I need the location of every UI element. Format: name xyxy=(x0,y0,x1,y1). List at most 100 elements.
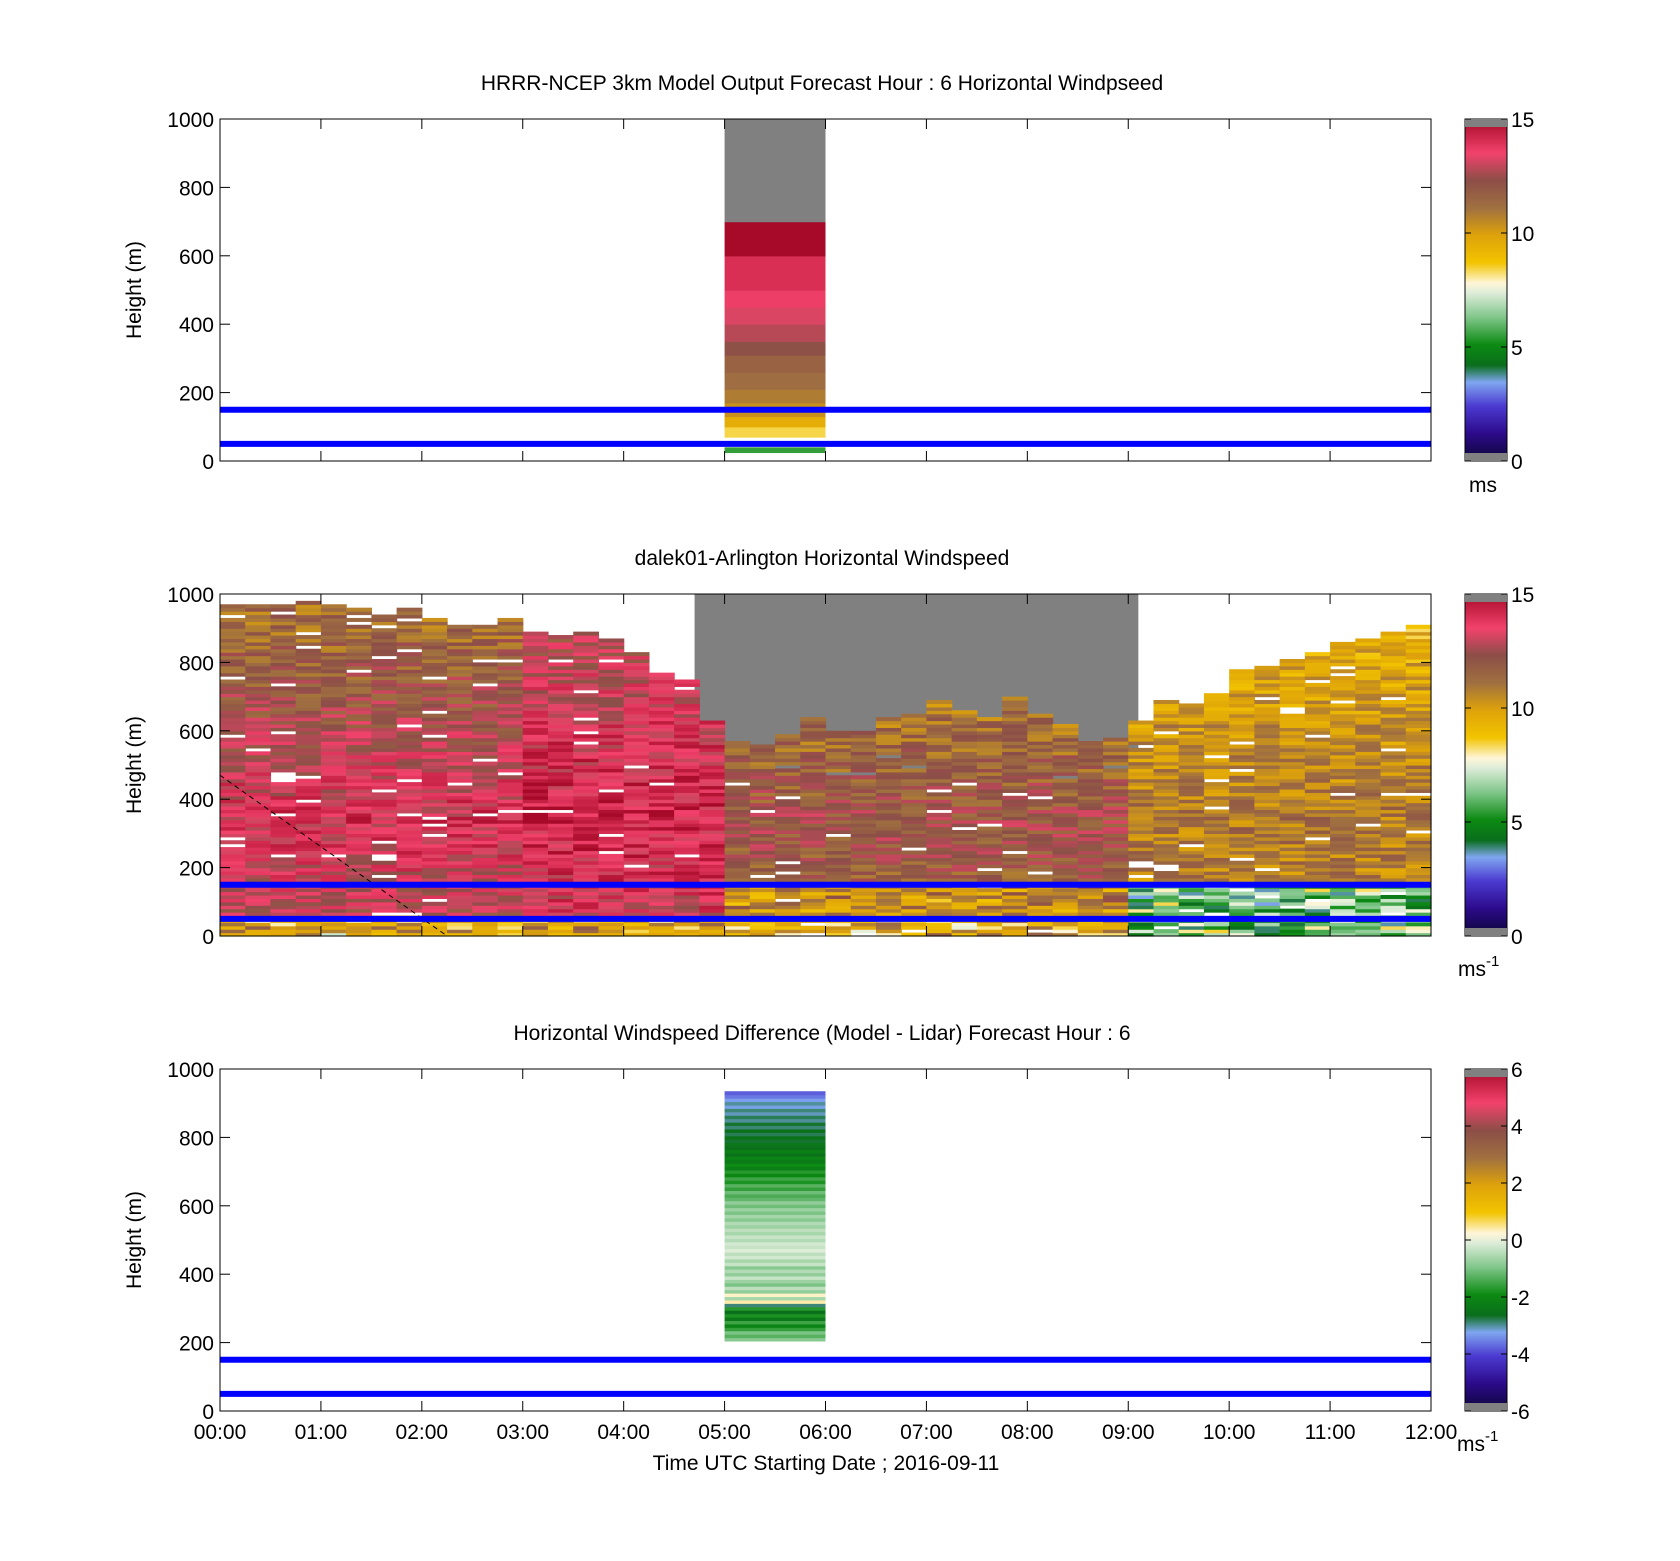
colorbar-tick-label: 10 xyxy=(1511,223,1534,246)
heatmap-cell xyxy=(951,802,978,807)
heatmap-cell xyxy=(1380,850,1407,855)
heatmap-cell xyxy=(245,641,272,646)
heatmap-cell xyxy=(1002,925,1028,930)
heatmap-cell xyxy=(245,799,272,804)
heatmap-cell xyxy=(396,655,423,660)
heatmap-cell xyxy=(320,672,347,677)
heatmap-cell xyxy=(1103,775,1129,780)
heatmap-cell xyxy=(320,806,347,811)
heatmap-cell xyxy=(901,932,928,937)
heatmap-cell xyxy=(1153,912,1180,917)
heatmap-cell xyxy=(1128,908,1155,913)
heatmap-cell xyxy=(220,860,246,865)
heatmap-cell xyxy=(1355,703,1382,708)
heatmap-cell xyxy=(1330,768,1356,773)
heatmap-cell xyxy=(1304,806,1331,811)
heatmap-cell xyxy=(220,778,246,783)
heatmap-cell xyxy=(1077,901,1104,906)
heatmap-cell xyxy=(1002,717,1028,722)
heatmap-cell xyxy=(926,836,953,841)
heatmap-cell xyxy=(674,730,700,735)
heatmap-cell xyxy=(623,836,650,841)
heatmap-cell xyxy=(951,741,978,746)
heatmap-cell xyxy=(346,929,372,934)
heatmap-cell xyxy=(573,850,600,855)
heatmap-cell xyxy=(1027,771,1054,776)
heatmap-cell xyxy=(951,833,978,838)
heatmap-cell xyxy=(220,823,246,828)
heatmap-cell xyxy=(245,713,272,718)
heatmap-cell xyxy=(320,710,347,715)
heatmap-cell xyxy=(497,922,524,927)
heatmap-cell xyxy=(1279,888,1306,893)
heatmap-cell xyxy=(1027,867,1054,872)
heatmap-cell xyxy=(825,864,852,869)
heatmap-cell xyxy=(1254,758,1281,763)
heatmap-cell xyxy=(447,682,473,687)
heatmap-cell xyxy=(775,823,801,828)
heatmap-cell xyxy=(396,638,423,643)
heatmap-cell xyxy=(522,641,549,646)
heatmap-cell xyxy=(1380,758,1407,763)
heatmap-cell xyxy=(1203,782,1230,787)
heatmap-cell xyxy=(346,840,372,845)
heatmap-cell xyxy=(1405,641,1432,646)
heatmap-cell xyxy=(825,853,852,858)
heatmap-cell xyxy=(1304,710,1331,715)
heatmap-cell xyxy=(447,689,473,694)
heatmap-cell xyxy=(396,706,423,711)
heatmap-cell xyxy=(1355,700,1382,705)
heatmap-cell xyxy=(724,1169,826,1174)
heatmap-cell xyxy=(1203,888,1230,893)
heatmap-cell xyxy=(724,857,751,862)
heatmap-cell xyxy=(951,717,978,722)
heatmap-cell xyxy=(220,922,246,927)
heatmap-cell xyxy=(1077,860,1104,865)
heatmap-cell xyxy=(1002,700,1028,705)
heatmap-cell xyxy=(926,867,953,872)
heatmap-cell xyxy=(1330,871,1356,876)
heatmap-cell xyxy=(1279,737,1306,742)
heatmap-cell xyxy=(901,908,928,913)
heatmap-cell xyxy=(825,874,852,879)
heatmap-cell xyxy=(472,641,499,646)
heatmap-cell xyxy=(926,874,953,879)
heatmap-cell xyxy=(724,1210,826,1215)
heatmap-cell xyxy=(724,922,751,927)
heatmap-cell xyxy=(1405,867,1432,872)
heatmap-cell xyxy=(447,700,473,705)
heatmap-cell xyxy=(674,788,700,793)
colorbar-tick-label: 4 xyxy=(1511,1116,1523,1139)
heatmap-cell xyxy=(346,864,372,869)
heatmap-cell xyxy=(346,912,372,917)
heatmap-cell xyxy=(901,788,928,793)
heatmap-cell xyxy=(875,744,902,749)
colorbar-tick-label: 10 xyxy=(1511,698,1534,721)
heatmap-cell xyxy=(371,703,398,708)
heatmap-cell xyxy=(547,806,574,811)
heatmap-cell xyxy=(472,700,499,705)
heatmap-cell xyxy=(674,891,700,896)
heatmap-cell xyxy=(1128,898,1155,903)
heatmap-cell xyxy=(346,792,372,797)
heatmap-cell xyxy=(497,925,524,930)
heatmap-cell xyxy=(800,925,827,930)
heatmap-cell xyxy=(1380,655,1407,660)
heatmap-cell xyxy=(850,901,877,906)
heatmap-cell xyxy=(220,799,246,804)
heatmap-cell xyxy=(724,221,826,257)
heatmap-cell xyxy=(1330,737,1356,742)
heatmap-cell xyxy=(371,638,398,643)
heatmap-cell xyxy=(1203,843,1230,848)
heatmap-cell xyxy=(1355,778,1382,783)
heatmap-cell xyxy=(775,843,801,848)
heatmap-cell xyxy=(573,727,600,732)
heatmap-cell xyxy=(371,693,398,698)
heatmap-cell xyxy=(371,778,398,783)
heatmap-cell xyxy=(270,905,297,910)
heatmap-cell xyxy=(295,669,322,674)
heatmap-cell xyxy=(1178,819,1205,824)
heatmap-cell xyxy=(522,635,549,640)
heatmap-cell xyxy=(1254,706,1281,711)
